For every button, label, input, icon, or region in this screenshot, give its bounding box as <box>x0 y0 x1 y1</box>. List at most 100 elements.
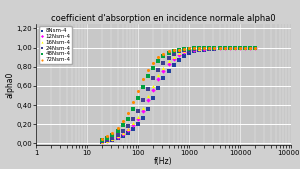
16Nsm-4 <box>182 50 187 53</box>
48Nsm-4 <box>242 46 247 49</box>
16Nsm-4 <box>212 46 217 49</box>
16Nsm-4 <box>136 115 140 118</box>
24Nsm-4 <box>176 50 181 53</box>
12Nsm-4 <box>171 58 176 61</box>
72Nsm-4 <box>176 48 181 51</box>
24Nsm-4 <box>140 99 145 102</box>
8Nsm-4 <box>110 138 115 141</box>
12Nsm-4 <box>197 47 202 50</box>
72Nsm-4 <box>151 62 156 64</box>
24Nsm-4 <box>248 46 253 49</box>
16Nsm-4 <box>140 107 145 109</box>
16Nsm-4 <box>125 128 130 130</box>
16Nsm-4 <box>191 47 196 50</box>
72Nsm-4 <box>191 46 196 49</box>
12Nsm-4 <box>115 135 120 138</box>
16Nsm-4 <box>233 46 238 49</box>
72Nsm-4 <box>161 53 166 56</box>
16Nsm-4 <box>176 52 181 55</box>
24Nsm-4 <box>242 46 247 49</box>
24Nsm-4 <box>187 48 191 51</box>
8Nsm-4 <box>120 134 125 137</box>
24Nsm-4 <box>156 68 161 71</box>
8Nsm-4 <box>115 136 120 139</box>
48Nsm-4 <box>100 138 105 141</box>
12Nsm-4 <box>156 78 161 81</box>
48Nsm-4 <box>105 136 110 139</box>
Title: coefficient d'absorption en incidence normale alpha0: coefficient d'absorption en incidence no… <box>51 14 276 23</box>
12Nsm-4 <box>120 132 125 135</box>
8Nsm-4 <box>140 116 145 119</box>
72Nsm-4 <box>131 101 136 104</box>
12Nsm-4 <box>242 46 247 49</box>
16Nsm-4 <box>110 137 115 140</box>
12Nsm-4 <box>233 46 238 49</box>
8Nsm-4 <box>176 59 181 61</box>
16Nsm-4 <box>222 46 227 49</box>
72Nsm-4 <box>207 46 212 49</box>
48Nsm-4 <box>176 48 181 51</box>
24Nsm-4 <box>125 125 130 128</box>
24Nsm-4 <box>120 130 125 132</box>
8Nsm-4 <box>131 128 136 130</box>
24Nsm-4 <box>166 57 171 59</box>
8Nsm-4 <box>156 87 161 89</box>
16Nsm-4 <box>202 46 207 49</box>
72Nsm-4 <box>182 47 187 50</box>
24Nsm-4 <box>110 136 115 139</box>
24Nsm-4 <box>105 138 110 141</box>
72Nsm-4 <box>146 68 151 71</box>
8Nsm-4 <box>125 131 130 134</box>
48Nsm-4 <box>248 46 253 49</box>
12Nsm-4 <box>100 140 105 143</box>
24Nsm-4 <box>115 134 120 136</box>
24Nsm-4 <box>222 46 227 49</box>
24Nsm-4 <box>161 62 166 64</box>
72Nsm-4 <box>100 137 105 140</box>
8Nsm-4 <box>171 64 176 66</box>
16Nsm-4 <box>120 131 125 134</box>
72Nsm-4 <box>166 50 171 53</box>
8Nsm-4 <box>187 52 191 55</box>
24Nsm-4 <box>238 46 242 49</box>
72Nsm-4 <box>110 131 115 134</box>
16Nsm-4 <box>166 60 171 62</box>
12Nsm-4 <box>202 47 207 50</box>
48Nsm-4 <box>125 117 130 120</box>
8Nsm-4 <box>105 139 110 142</box>
16Nsm-4 <box>227 46 232 49</box>
72Nsm-4 <box>212 46 217 49</box>
12Nsm-4 <box>125 129 130 131</box>
48Nsm-4 <box>166 52 171 55</box>
48Nsm-4 <box>191 46 196 49</box>
72Nsm-4 <box>253 46 258 49</box>
24Nsm-4 <box>217 46 222 49</box>
12Nsm-4 <box>131 124 136 127</box>
72Nsm-4 <box>233 46 238 49</box>
48Nsm-4 <box>136 97 140 100</box>
48Nsm-4 <box>182 47 187 50</box>
12Nsm-4 <box>161 69 166 72</box>
48Nsm-4 <box>187 47 191 50</box>
72Nsm-4 <box>125 111 130 114</box>
8Nsm-4 <box>151 97 156 100</box>
72Nsm-4 <box>202 46 207 49</box>
72Nsm-4 <box>248 46 253 49</box>
24Nsm-4 <box>233 46 238 49</box>
16Nsm-4 <box>156 74 161 77</box>
12Nsm-4 <box>105 139 110 142</box>
72Nsm-4 <box>120 120 125 123</box>
8Nsm-4 <box>197 49 202 52</box>
12Nsm-4 <box>182 51 187 54</box>
72Nsm-4 <box>227 46 232 49</box>
16Nsm-4 <box>100 140 105 143</box>
48Nsm-4 <box>207 46 212 49</box>
24Nsm-4 <box>197 46 202 49</box>
72Nsm-4 <box>115 127 120 129</box>
8Nsm-4 <box>100 140 105 143</box>
12Nsm-4 <box>248 46 253 49</box>
16Nsm-4 <box>161 66 166 69</box>
48Nsm-4 <box>197 46 202 49</box>
16Nsm-4 <box>248 46 253 49</box>
16Nsm-4 <box>207 46 212 49</box>
